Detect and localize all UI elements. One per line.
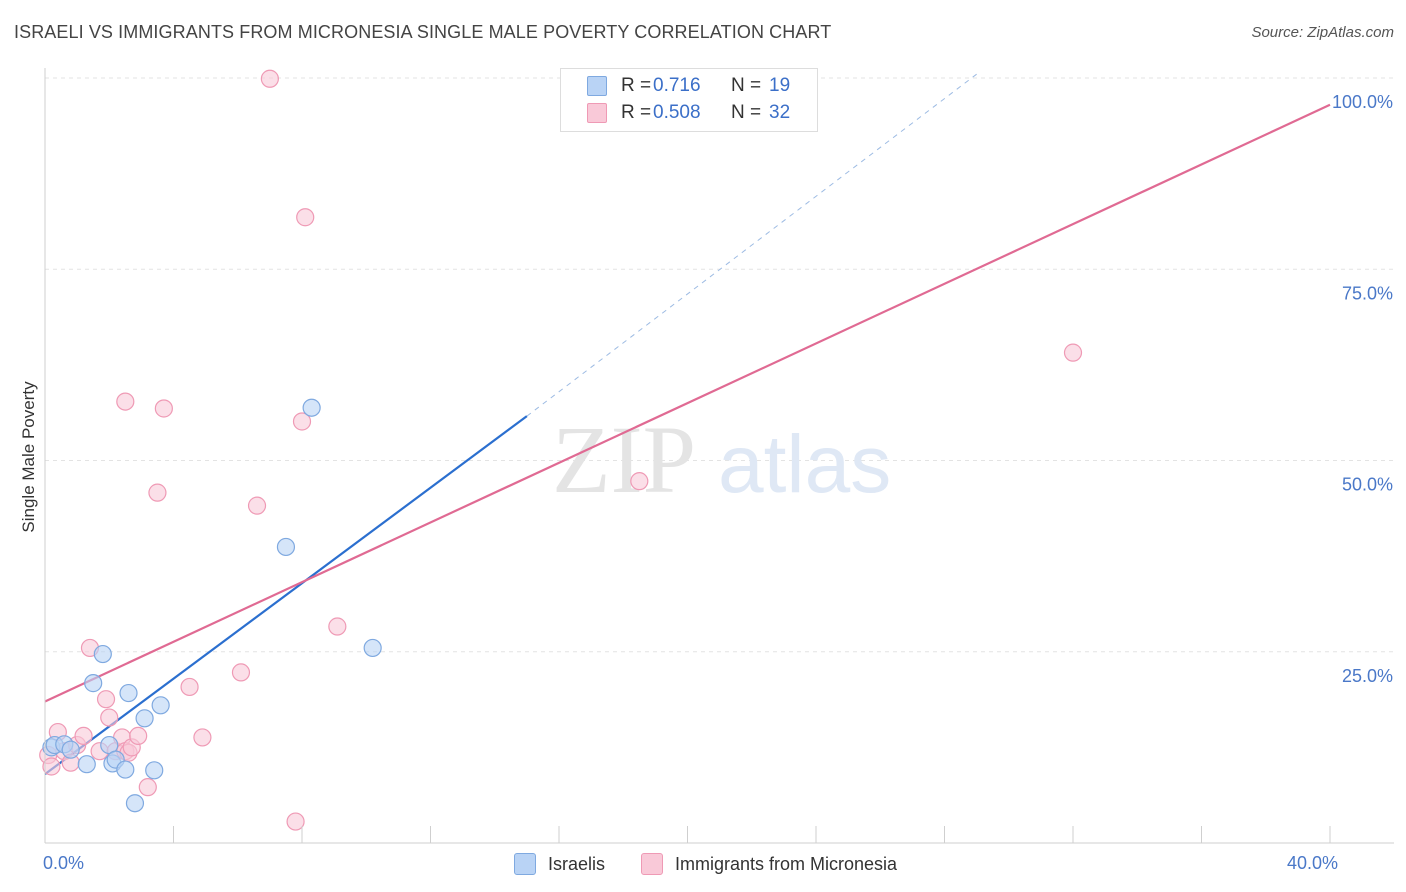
data-point-micronesia [247, 496, 267, 515]
data-point-micronesia [180, 677, 199, 697]
data-point-micronesia [74, 726, 93, 746]
data-point-israelis [116, 760, 135, 779]
correlation-legend: R = 0.716 N = 19 R = 0.508 N = 32 [560, 68, 818, 132]
x-tick-label: 0.0% [43, 853, 84, 873]
chart-title: ISRAELI VS IMMIGRANTS FROM MICRONESIA SI… [14, 22, 832, 42]
legend-row-micronesia: R = 0.508 N = 32 [587, 101, 847, 125]
watermark-atlas: atlas [718, 419, 891, 510]
y-tick-label: 50.0% [1342, 475, 1393, 495]
data-point-micronesia [148, 483, 167, 502]
data-point-micronesia [138, 778, 157, 797]
data-point-israelis [151, 696, 170, 715]
legend-r-label: R = [621, 75, 652, 96]
data-point-israelis [125, 794, 145, 813]
data-point-micronesia [260, 69, 279, 88]
x-tick-label: 40.0% [1287, 853, 1338, 873]
trend-line-extension-israelis [526, 73, 977, 417]
data-point-israelis [276, 537, 296, 557]
data-point-israelis [77, 755, 96, 774]
source-label: Source: ZipAtlas.com [1251, 24, 1394, 41]
legend-n-label: N = [731, 102, 762, 123]
bottom-legend-micronesia[interactable]: Immigrants from Micronesia [641, 852, 897, 876]
data-point-micronesia [1063, 343, 1083, 362]
data-point-israelis [302, 398, 321, 417]
data-point-micronesia [292, 412, 312, 431]
watermark-zip: ZIP [552, 406, 696, 513]
israelis-swatch [587, 76, 607, 96]
data-point-micronesia [328, 617, 347, 636]
y-axis-label: Single Male Poverty [19, 381, 38, 533]
data-point-micronesia [286, 812, 305, 831]
trend-line-micronesia [44, 103, 1331, 703]
bottom-legend-israelis[interactable]: Israelis [514, 852, 605, 876]
y-tick-label: 100.0% [1332, 92, 1393, 112]
trend-line-israelis [44, 415, 528, 776]
y-tick-label: 25.0% [1342, 666, 1393, 686]
legend-r-value-israelis: 0.716 [653, 75, 701, 96]
legend-row-israelis: R = 0.716 N = 19 [587, 74, 847, 98]
data-point-israelis [145, 761, 164, 780]
legend-n-value-micronesia: 32 [769, 102, 791, 123]
data-point-israelis [93, 644, 112, 664]
israelis-legend-swatch [514, 853, 536, 875]
micronesia-legend-label: Immigrants from Micronesia [675, 853, 898, 874]
data-point-micronesia [154, 399, 173, 418]
y-tick-label: 75.0% [1342, 283, 1393, 303]
data-point-micronesia [100, 708, 119, 727]
data-point-micronesia [42, 757, 61, 776]
legend-n-label: N = [731, 75, 762, 96]
data-point-israelis [135, 709, 154, 728]
data-point-israelis [119, 683, 138, 703]
data-point-micronesia [630, 472, 649, 491]
legend-n-value-israelis: 19 [769, 75, 791, 96]
micronesia-legend-swatch [641, 853, 663, 875]
data-point-micronesia [296, 208, 315, 227]
legend-r-value-micronesia: 0.508 [653, 102, 701, 123]
data-point-micronesia [193, 728, 212, 747]
data-point-micronesia [116, 392, 135, 411]
data-point-israelis [61, 740, 80, 759]
data-point-micronesia [96, 690, 116, 709]
israelis-legend-label: Israelis [548, 853, 606, 874]
data-point-israelis [84, 674, 103, 693]
data-point-micronesia [129, 726, 148, 746]
micronesia-swatch [587, 103, 607, 123]
data-point-israelis [363, 638, 382, 658]
data-point-micronesia [231, 663, 251, 682]
legend-r-label: R = [621, 102, 652, 123]
